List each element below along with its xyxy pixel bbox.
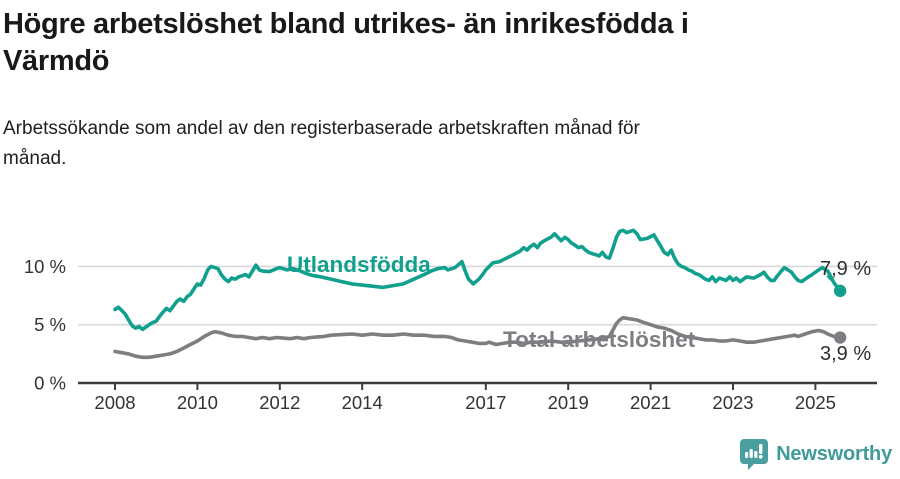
series-end-dot-1 xyxy=(833,331,847,344)
newsworthy-logo-icon xyxy=(740,439,769,470)
subtitle-line-2: månad. xyxy=(3,148,67,169)
chart-subtitle: Arbetssökande som andel av den registerb… xyxy=(3,114,863,174)
end-label-connector xyxy=(826,275,838,287)
y-axis-label-0: 0 % xyxy=(34,373,66,394)
newsworthy-brand: Newsworthy xyxy=(738,438,892,470)
y-axis-label-10: 10 % xyxy=(24,256,66,277)
x-axis-label-2021: 2021 xyxy=(630,392,671,413)
x-axis-label-2023: 2023 xyxy=(712,392,753,413)
y-axis-label-5: 5 % xyxy=(34,314,66,335)
x-axis-label-2019: 2019 xyxy=(548,392,589,413)
title-line-1: Högre arbetslöshet bland utrikes- än inr… xyxy=(3,8,689,40)
series-line-0 xyxy=(113,228,842,332)
x-axis-label-2010: 2010 xyxy=(177,392,218,413)
page-title: Högre arbetslöshet bland utrikes- än inr… xyxy=(3,6,883,80)
series-line-1 xyxy=(113,315,842,360)
series-label-0: Utlandsfödda xyxy=(287,252,431,277)
title-line-2: Värmdö xyxy=(3,45,110,77)
series-label-1: Total arbetslöshet xyxy=(503,327,696,352)
x-axis-label-2008: 2008 xyxy=(94,392,135,413)
x-axis-label-2025: 2025 xyxy=(795,392,836,413)
series-end-value-0: 7,9 % xyxy=(820,258,871,280)
x-axis-label-2017: 2017 xyxy=(465,392,506,413)
x-axis-label-2014: 2014 xyxy=(342,392,383,413)
series-end-value-1: 3,9 % xyxy=(820,343,871,365)
series-end-dot-0 xyxy=(833,284,847,298)
subtitle-line-1: Arbetssökande som andel av den registerb… xyxy=(3,118,640,139)
x-axis-label-2012: 2012 xyxy=(259,392,300,413)
brand-name: Newsworthy xyxy=(776,442,892,465)
